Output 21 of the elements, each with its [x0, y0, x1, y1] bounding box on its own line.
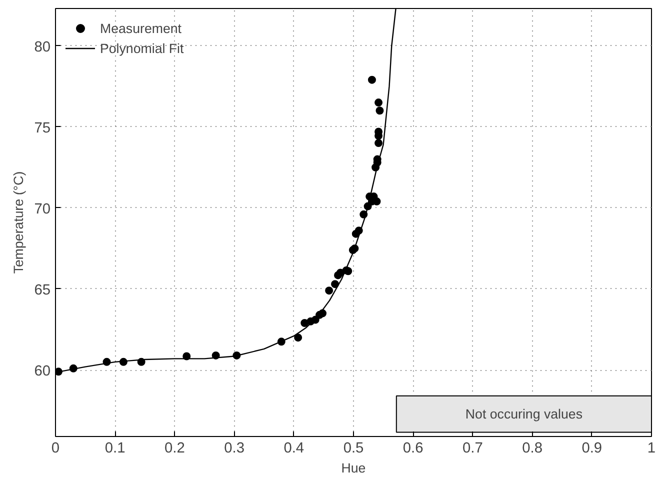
x-tick-label: 0.2	[164, 440, 185, 456]
x-tick-label: 0.4	[284, 440, 304, 456]
y-tick-label: 75	[34, 120, 51, 136]
y-axis-title: Temperature (°C)	[11, 171, 26, 274]
x-tick-label: 0.8	[522, 440, 542, 456]
legend-label: Measurement	[100, 20, 182, 36]
y-tick-label: 80	[34, 39, 51, 56]
x-tick-label: 1	[647, 440, 656, 456]
y-tick-label: 60	[34, 364, 51, 380]
x-tick-label: 0.1	[104, 440, 126, 456]
y-tick-label: 65	[34, 282, 51, 298]
band-label: Not occuring values	[465, 406, 583, 422]
x-tick-label: 0.6	[402, 440, 424, 456]
x-tick-label: 0.7	[462, 440, 483, 456]
x-tick-label: 0.5	[343, 440, 364, 456]
x-tick-label: 0	[51, 440, 60, 456]
x-tick-label: 0.3	[224, 440, 244, 456]
legend-label: Polynomial Fit	[100, 40, 184, 56]
x-tick-label: 0.9	[582, 440, 602, 456]
x-axis-title: Hue	[341, 460, 366, 476]
y-tick-label: 70	[34, 201, 51, 218]
